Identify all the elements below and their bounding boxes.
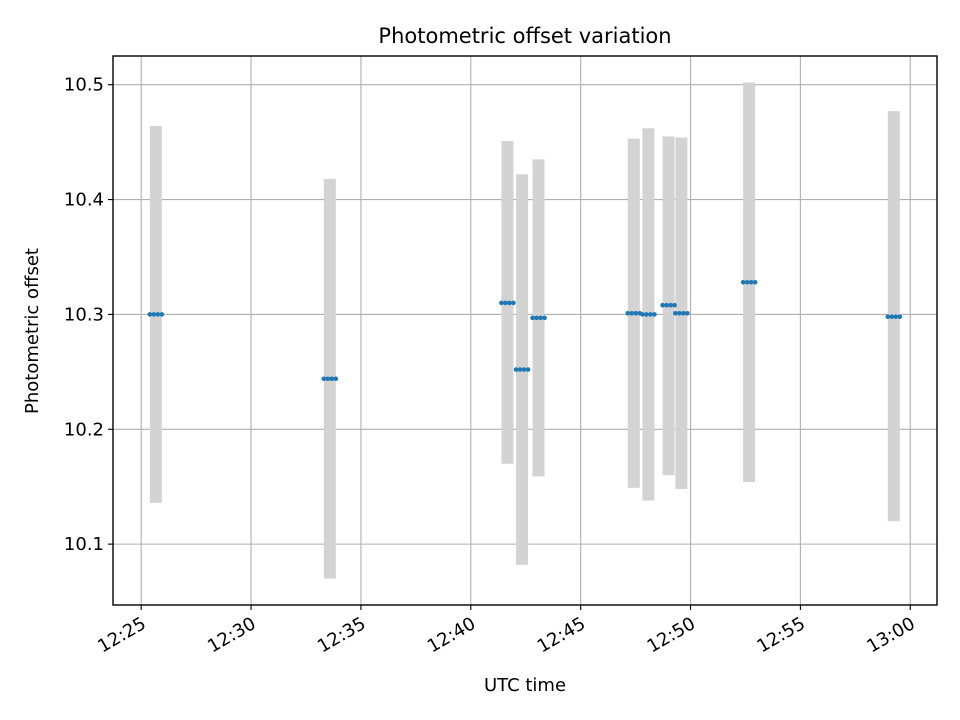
data-point xyxy=(885,314,903,320)
y-tick-label: 10.3 xyxy=(64,304,104,325)
data-point-marker xyxy=(147,312,153,317)
data-point-marker xyxy=(640,312,645,317)
data-point-marker xyxy=(889,314,895,320)
y-tick-label: 10.4 xyxy=(64,190,104,211)
data-point-marker xyxy=(897,314,903,320)
data-point xyxy=(499,300,516,306)
data-point-marker xyxy=(538,315,543,321)
data-point-marker xyxy=(660,302,665,308)
errorbar-layer xyxy=(149,82,900,579)
data-point xyxy=(513,367,531,372)
data-point-marker xyxy=(677,310,682,316)
data-point-marker xyxy=(542,315,547,321)
data-point xyxy=(640,312,657,317)
data-point-marker xyxy=(648,312,653,317)
data-point-marker xyxy=(511,300,516,306)
data-point-marker xyxy=(625,310,631,316)
data-point xyxy=(740,279,758,285)
data-point xyxy=(147,312,165,317)
marker-layer xyxy=(147,279,903,382)
data-point-marker xyxy=(525,367,531,372)
data-point-marker xyxy=(752,279,758,285)
data-point xyxy=(660,302,677,308)
y-tick-label: 10.5 xyxy=(64,75,104,96)
data-point-marker xyxy=(673,310,678,316)
chart-title: Photometric offset variation xyxy=(378,24,671,48)
data-point-marker xyxy=(155,312,161,317)
data-point-marker xyxy=(321,376,327,382)
data-point-marker xyxy=(748,279,754,285)
data-point-marker xyxy=(629,310,635,316)
data-point-marker xyxy=(893,314,899,320)
data-point-marker xyxy=(333,376,339,382)
y-axis-title: Photometric offset xyxy=(22,248,43,414)
data-point-marker xyxy=(885,314,891,320)
data-point-marker xyxy=(329,376,335,382)
data-point-marker xyxy=(521,367,527,372)
data-point-marker xyxy=(681,310,686,316)
data-point-marker xyxy=(159,312,165,317)
data-point-marker xyxy=(325,376,331,382)
data-point xyxy=(321,376,339,382)
data-point-marker xyxy=(740,279,746,285)
data-point-marker xyxy=(499,300,504,306)
y-tick-label: 10.1 xyxy=(64,534,104,555)
data-point-marker xyxy=(664,302,669,308)
data-point-marker xyxy=(151,312,157,317)
x-axis-title: UTC time xyxy=(484,675,566,696)
data-point-marker xyxy=(534,315,539,321)
data-point-marker xyxy=(530,315,535,321)
data-point-marker xyxy=(672,302,677,308)
y-tick-label: 10.2 xyxy=(64,419,104,440)
plot-area-frame xyxy=(112,55,938,606)
data-point-marker xyxy=(744,279,750,285)
data-point-marker xyxy=(513,367,519,372)
data-point-marker xyxy=(644,312,649,317)
data-point-marker xyxy=(507,300,512,306)
data-point-marker xyxy=(685,310,690,316)
data-point-marker xyxy=(517,367,523,372)
data-point-marker xyxy=(503,300,508,306)
data-point xyxy=(673,310,690,316)
data-point xyxy=(530,315,547,321)
data-point-marker xyxy=(652,312,657,317)
data-point-marker xyxy=(633,310,639,316)
data-point-marker xyxy=(668,302,673,308)
